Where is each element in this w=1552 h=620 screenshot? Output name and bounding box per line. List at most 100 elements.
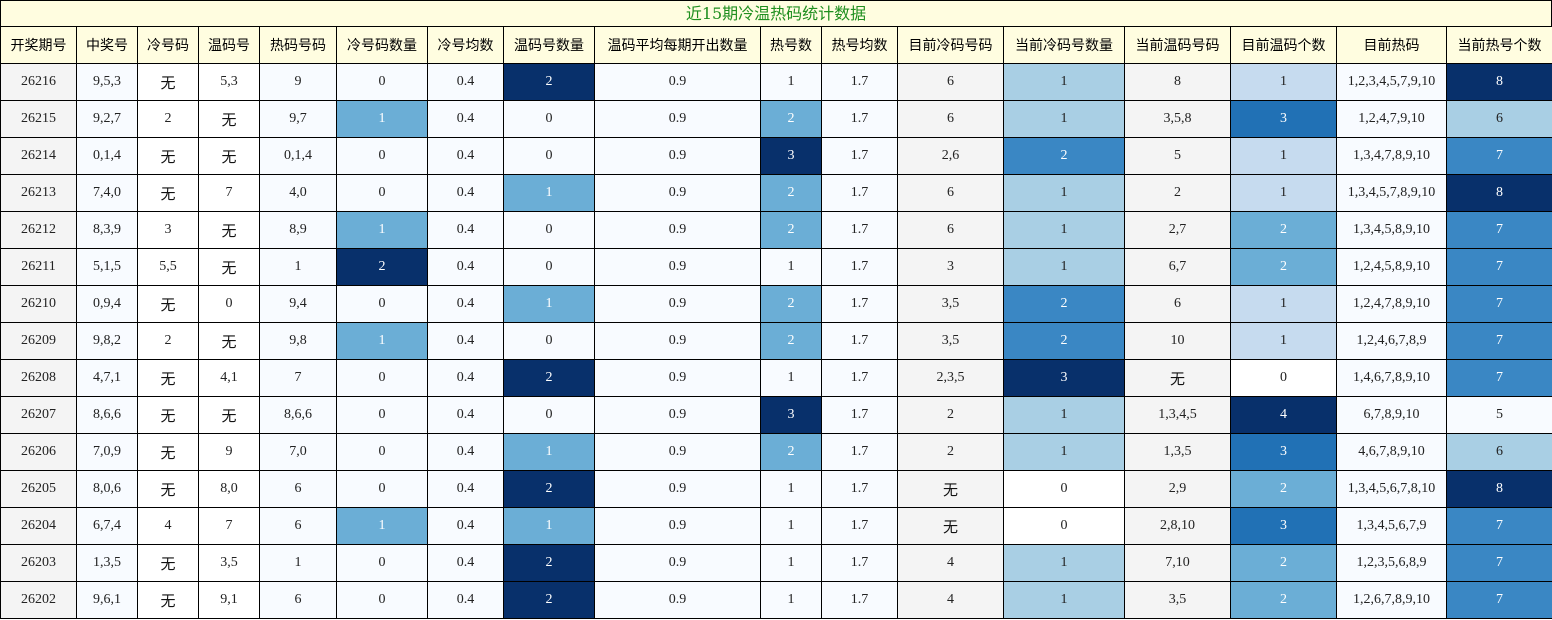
table-cell: 26213 (0, 174, 77, 212)
table-cell: 1 (1230, 285, 1337, 323)
table-cell: 7 (1446, 544, 1552, 582)
table-cell: 0.4 (427, 137, 504, 175)
table-cell: 0.4 (427, 322, 504, 360)
table-row: 26205 8,0,6 无 8,0 6 0 0.4 2 0.9 1 1.7 无 0 2,9 2 1,3,4,5… (0, 470, 1552, 508)
column-header: 目前热码 (1336, 26, 1447, 64)
table-cell: 0.4 (427, 63, 504, 101)
table-cell: 无 (198, 396, 260, 434)
table-cell: 1 (1230, 63, 1337, 101)
table-cell: 无 (137, 137, 199, 175)
table-cell: 2 (1230, 544, 1337, 582)
table-cell: 1 (503, 174, 595, 212)
table-cell: 1,3,4,5,8,9,10 (1336, 211, 1447, 249)
table-cell: 0.4 (427, 433, 504, 471)
table-cell: 2 (1230, 470, 1337, 508)
table-cell: 0.4 (427, 507, 504, 545)
table-cell: 3,5,8 (1124, 100, 1231, 138)
table-cell: 2 (503, 359, 595, 397)
table-cell: 6 (1446, 100, 1552, 138)
table-cell: 6 (897, 100, 1004, 138)
table-cell: 26215 (0, 100, 77, 138)
table-cell: 0.4 (427, 581, 504, 619)
table-row: 26209 9,8,2 2 无 9,8 1 0.4 0 0.9 2 1.7 3,5 2 10 1 1,2,4,… (0, 322, 1552, 360)
table-cell: 0 (336, 544, 428, 582)
column-header: 冷号码数量 (336, 26, 428, 64)
table-cell: 0 (336, 581, 428, 619)
table-cell: 7 (1446, 248, 1552, 286)
table-cell: 0.4 (427, 248, 504, 286)
table-cell: 1.7 (821, 248, 898, 286)
table-cell: 6 (259, 581, 337, 619)
table-cell: 无 (137, 396, 199, 434)
table-cell: 2 (1230, 211, 1337, 249)
table-cell: 0,1,4 (76, 137, 138, 175)
table-cell: 1,2,3,5,6,8,9 (1336, 544, 1447, 582)
table-cell: 6 (897, 174, 1004, 212)
table-cell: 无 (198, 137, 260, 175)
table-cell: 1 (336, 211, 428, 249)
table-cell: 1 (259, 544, 337, 582)
table-cell: 6 (897, 211, 1004, 249)
table-cell: 4 (897, 544, 1004, 582)
table-cell: 1 (336, 100, 428, 138)
table-cell: 6 (1446, 433, 1552, 471)
table-cell: 4 (1230, 396, 1337, 434)
table-cell: 26209 (0, 322, 77, 360)
table-cell: 3,5 (897, 322, 1004, 360)
table-cell: 0 (1003, 507, 1125, 545)
table-cell: 2,3,5 (897, 359, 1004, 397)
table-row: 26207 8,6,6 无无 8,6,6 0 0.4 0 0.9 3 1.7 2 1 1,3,4,5 4 6… (0, 396, 1552, 434)
column-header: 热号均数 (821, 26, 898, 64)
table-cell: 1.7 (821, 470, 898, 508)
table-cell: 无 (198, 322, 260, 360)
table-cell: 0 (1003, 470, 1125, 508)
table-cell: 26205 (0, 470, 77, 508)
table-cell: 9,4 (259, 285, 337, 323)
table-cell: 无 (198, 100, 260, 138)
table-cell: 1,3,4,5,7,8,9,10 (1336, 174, 1447, 212)
table-cell: 1,4,6,7,8,9,10 (1336, 359, 1447, 397)
table-cell: 7 (1446, 322, 1552, 360)
table-cell: 8,0 (198, 470, 260, 508)
table-cell: 26208 (0, 359, 77, 397)
table-cell: 1 (1003, 396, 1125, 434)
table-cell: 0.4 (427, 544, 504, 582)
table-cell: 0 (503, 137, 595, 175)
table-cell: 26212 (0, 211, 77, 249)
table-cell: 0 (336, 285, 428, 323)
table-row: 26210 0,9,4 无 0 9,4 0 0.4 1 0.9 2 1.7 3,5 2 6 1 1,2,4,7… (0, 285, 1552, 323)
table-cell: 无 (897, 507, 1004, 545)
table-cell: 0.9 (594, 359, 761, 397)
column-header: 温码号 (198, 26, 260, 64)
table-cell: 7 (1446, 581, 1552, 619)
column-header: 开奖期号 (0, 26, 77, 64)
table-cell: 8,0,6 (76, 470, 138, 508)
table-cell: 0.4 (427, 396, 504, 434)
table-cell: 9,6,1 (76, 581, 138, 619)
table-cell: 1.7 (821, 396, 898, 434)
table-cell: 0.4 (427, 211, 504, 249)
table-cell: 9,1 (198, 581, 260, 619)
table-cell: 0.4 (427, 174, 504, 212)
table-cell: 4,7,1 (76, 359, 138, 397)
table-cell: 1 (1230, 137, 1337, 175)
table-cell: 1 (760, 359, 822, 397)
column-header: 目前温码个数 (1230, 26, 1337, 64)
table-cell: 0.9 (594, 100, 761, 138)
table-row: 26203 1,3,5 无 3,5 1 0 0.4 2 0.9 1 1.7 4 1 7,10 2 1,2,3,… (0, 544, 1552, 582)
column-header: 当前温码号码 (1124, 26, 1231, 64)
table-cell: 0.9 (594, 433, 761, 471)
table-cell: 2,7 (1124, 211, 1231, 249)
table-cell: 1 (760, 544, 822, 582)
table-cell: 8,3,9 (76, 211, 138, 249)
table-cell: 0,1,4 (259, 137, 337, 175)
table-row: 26214 0,1,4 无无 0,1,4 0 0.4 0 0.9 3 1.7 2,6 2 5 1 1,3,4… (0, 137, 1552, 175)
table-cell: 1.7 (821, 174, 898, 212)
table-cell: 3 (1230, 100, 1337, 138)
header-row: 开奖期号 中奖号 冷号码 温码号 热码号码 冷号码数量 冷号均数 温码号数量 温码平均每期开出数… (0, 26, 1552, 64)
table-cell: 0.9 (594, 248, 761, 286)
table-cell: 26202 (0, 581, 77, 619)
table-cell: 0.9 (594, 581, 761, 619)
table-cell: 2 (336, 248, 428, 286)
table-cell: 26203 (0, 544, 77, 582)
